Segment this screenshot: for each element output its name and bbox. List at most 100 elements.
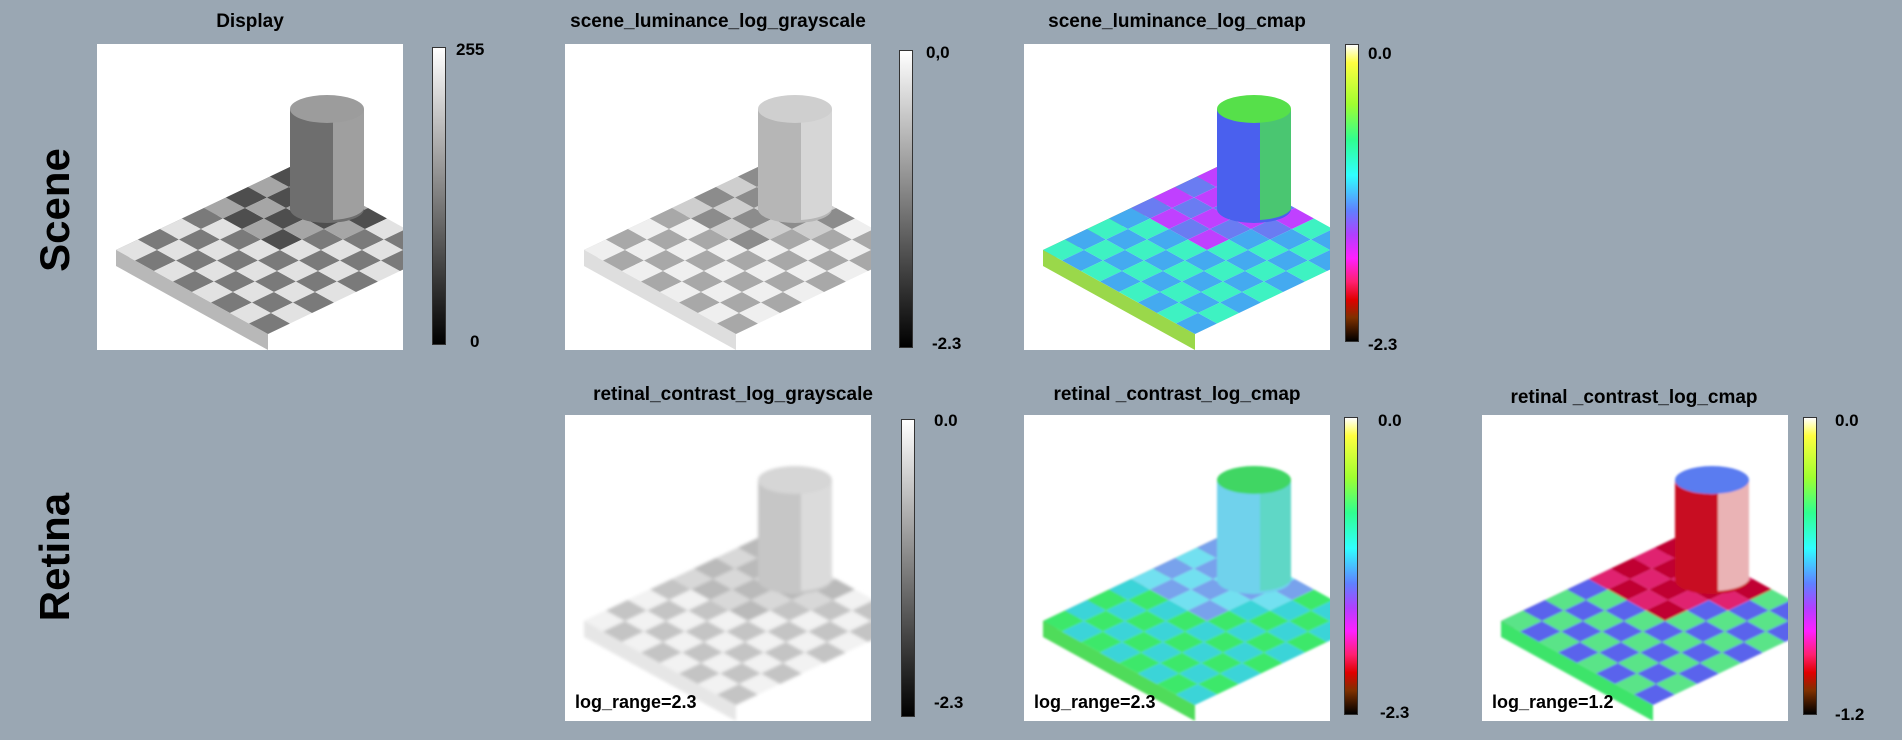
- checker-square: [1131, 197, 1172, 219]
- checker-square: [160, 218, 201, 240]
- checker-square: [346, 208, 387, 229]
- checker-square: [1160, 281, 1201, 303]
- checker-square: [830, 239, 871, 261]
- cylinder-top: [1675, 466, 1749, 494]
- checker-square: [1223, 642, 1264, 663]
- checker-square: [1681, 642, 1722, 663]
- checker-square: [1172, 197, 1213, 219]
- colorbar-retina-cmap-2: [1803, 417, 1817, 715]
- row-label-scene: Scene: [31, 148, 78, 272]
- checker-square: [663, 631, 704, 653]
- checker-square: [1618, 652, 1659, 674]
- checker-square: [315, 281, 356, 303]
- checker-square: [226, 187, 267, 208]
- checker-square: [1182, 642, 1223, 663]
- checker-square: [242, 218, 283, 240]
- checker-square: [1062, 250, 1103, 271]
- checker-square: [173, 271, 214, 292]
- checker-square: [1542, 610, 1583, 632]
- checker-square: [1157, 302, 1198, 324]
- checker-square: [381, 250, 403, 271]
- checker-square: [1188, 600, 1229, 621]
- checker-square: [321, 239, 362, 261]
- checker-square: [748, 239, 789, 261]
- checker-square: [1630, 568, 1671, 590]
- checker-square: [1700, 652, 1741, 674]
- checker-square: [1292, 589, 1330, 611]
- checker-square: [1270, 229, 1311, 250]
- colorbar-display: [432, 47, 446, 345]
- board-side-front: [584, 621, 736, 721]
- checker-square: [704, 260, 745, 282]
- checker-square: [1665, 610, 1706, 632]
- colorbar-retina-gray-top: 0.0: [934, 411, 958, 430]
- checker-square: [1226, 621, 1267, 642]
- checker-square: [1750, 589, 1788, 611]
- board-side-front: [1043, 621, 1195, 721]
- checker-square: [1065, 229, 1106, 250]
- checker-square: [710, 218, 751, 240]
- checker-square: [1131, 568, 1172, 590]
- checker-square: [1605, 600, 1646, 621]
- board-side-front: [584, 250, 736, 350]
- panel-scene-cmap-image: [1024, 44, 1330, 350]
- checker-square: [249, 313, 290, 334]
- checker-square: [1128, 218, 1169, 240]
- checker-square: [644, 621, 685, 642]
- checker-square: [182, 208, 223, 229]
- checker-square: [138, 229, 179, 250]
- checker-square: [805, 271, 846, 292]
- checker-square: [214, 271, 255, 292]
- colorbar-display-top: 255: [456, 40, 485, 59]
- checker-square: [1150, 579, 1191, 600]
- checker-square: [296, 271, 337, 292]
- checker-square: [1220, 663, 1261, 684]
- checker-square: [1119, 281, 1160, 303]
- checker-square: [783, 281, 824, 303]
- checker-square: [1728, 600, 1769, 621]
- checker-square: [299, 250, 340, 271]
- checker-square: [1100, 642, 1141, 663]
- checker-square: [239, 239, 280, 261]
- checker-square: [1633, 547, 1674, 569]
- checker-square: [1501, 610, 1542, 632]
- checker-square: [1640, 642, 1681, 663]
- colorbar-retina-gray-bottom: -2.3: [934, 693, 964, 712]
- checker-square: [1087, 589, 1128, 611]
- checker-square: [1684, 621, 1725, 642]
- checker-square: [704, 631, 745, 653]
- panel-title-scene-gray: scene_luminance_log_grayscale: [570, 11, 866, 32]
- checker-square: [116, 239, 157, 261]
- checker-square: [1220, 292, 1261, 313]
- colorbar-retina-cmap-2-top: 0.0: [1835, 411, 1859, 430]
- cylinder-highlight: [1718, 480, 1749, 591]
- checker-square: [201, 218, 242, 240]
- checker-square: [245, 197, 286, 219]
- checker-square: [1709, 589, 1750, 611]
- checker-square: [1163, 631, 1204, 653]
- board-side-front: [1501, 621, 1653, 721]
- checker-square: [1109, 579, 1150, 600]
- checker-square: [786, 260, 827, 282]
- checker-square: [340, 250, 381, 271]
- checker-square: [1182, 271, 1223, 292]
- checker-square: [1678, 663, 1719, 684]
- checker-square: [814, 208, 855, 229]
- checker-square: [1179, 292, 1220, 313]
- checker-square: [1084, 239, 1125, 261]
- checker-square: [1656, 673, 1697, 695]
- panel-title-retina-cmap-2: retinal _contrast_log_cmap: [1510, 387, 1758, 408]
- checker-square: [1286, 631, 1327, 653]
- colorbar-scene-cmap-top: 0.0: [1368, 44, 1392, 63]
- checker-square: [1273, 579, 1314, 600]
- checker-square: [1122, 260, 1163, 282]
- checker-square: [1122, 631, 1163, 653]
- checker-square: [789, 239, 830, 261]
- checker-square: [663, 260, 704, 282]
- checker-square: [1615, 673, 1656, 695]
- checker-square: [1065, 600, 1106, 621]
- checker-square: [764, 642, 805, 663]
- checker-square: [685, 621, 726, 642]
- checker-square: [647, 229, 688, 250]
- panel-title-display: Display: [216, 11, 284, 32]
